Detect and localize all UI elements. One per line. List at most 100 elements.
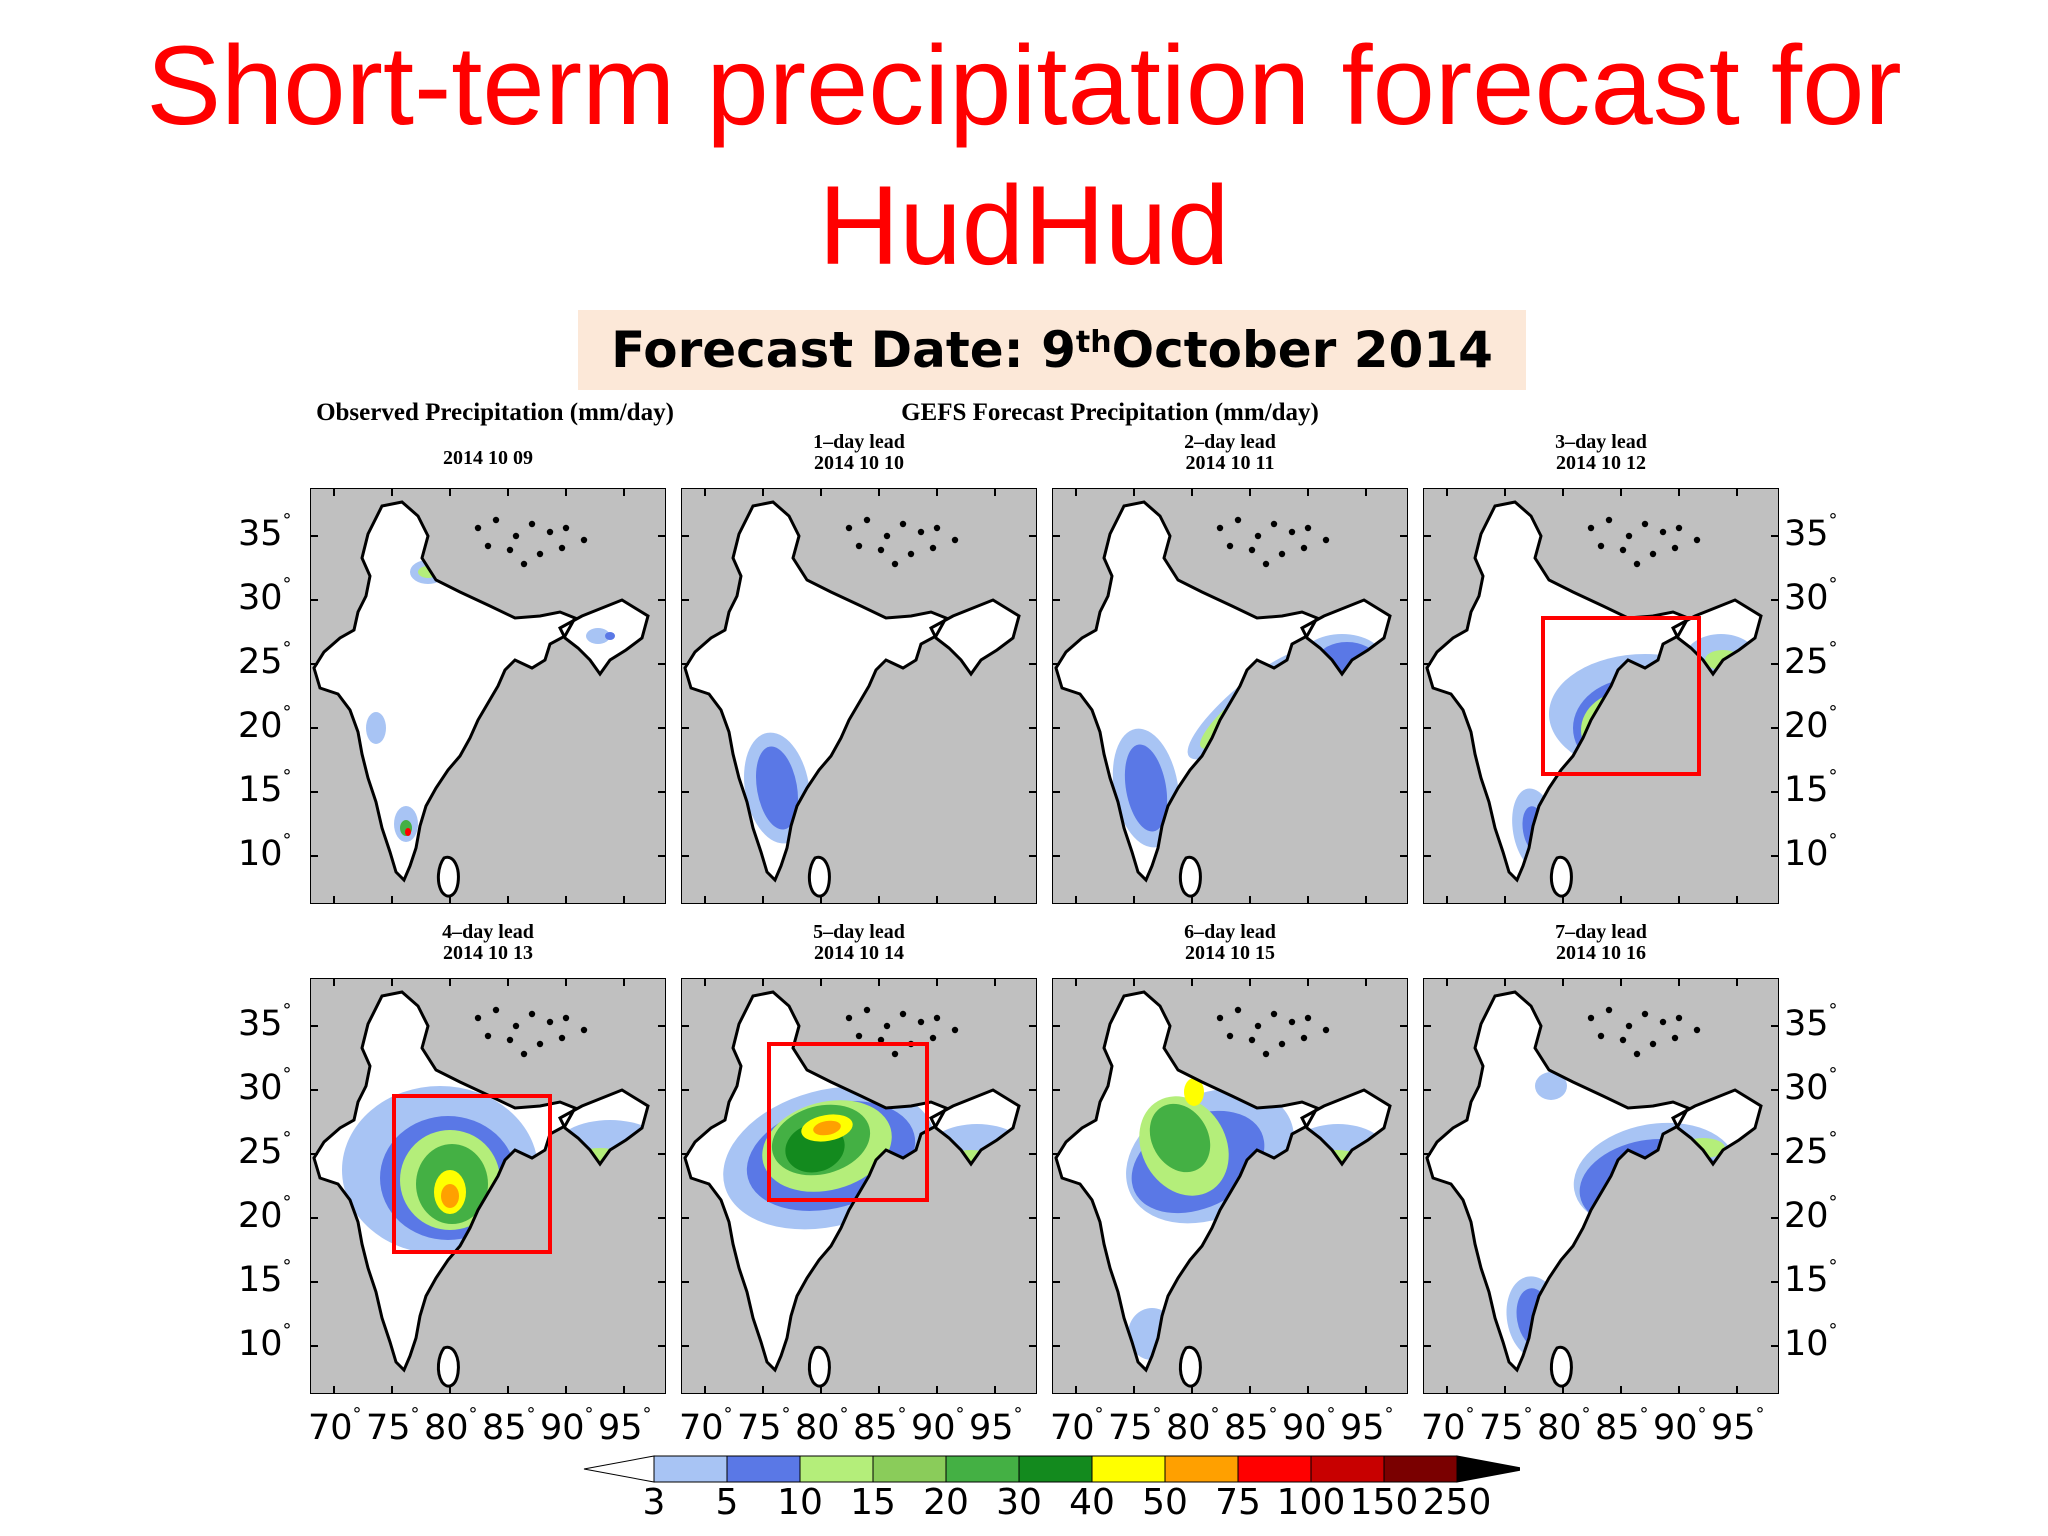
lake-marker: [1605, 516, 1613, 524]
panel-lead-label: 7–day lead: [1555, 921, 1647, 943]
precipitation-map-panel: [310, 978, 666, 1394]
lake-marker: [929, 544, 937, 552]
forecast-date-ordinal: th: [1075, 324, 1112, 360]
land-area: [809, 857, 830, 897]
lake-marker: [580, 536, 588, 544]
lake-marker: [484, 542, 492, 550]
lake-marker: [1278, 550, 1286, 558]
lake-marker: [1587, 524, 1595, 532]
forecast-date-suffix: October 2014: [1111, 321, 1493, 379]
latitude-tick-left: 10°: [238, 1320, 292, 1364]
lake-marker: [512, 1022, 520, 1030]
lake-marker: [1254, 532, 1262, 540]
lake-marker: [863, 1006, 871, 1014]
lake-marker: [528, 520, 536, 528]
longitude-tick: 80°: [424, 1404, 478, 1448]
panel-date-label: 2014 10 13: [443, 942, 533, 964]
lake-marker: [492, 1006, 500, 1014]
panel-lead-label: 1–day lead: [813, 431, 905, 453]
lake-marker: [1659, 528, 1667, 536]
lake-marker: [891, 560, 899, 568]
lake-marker: [1300, 544, 1308, 552]
lake-marker: [474, 1014, 482, 1022]
longitude-tick: 85°: [853, 1404, 907, 1448]
lake-marker: [877, 1036, 885, 1044]
latitude-tick-right: 35°: [1784, 510, 1838, 554]
lake-marker: [1270, 520, 1278, 528]
longitude-tick: 95°: [598, 1404, 652, 1448]
lake-marker: [845, 524, 853, 532]
colorbar-tick-label: 10: [777, 1482, 823, 1523]
coastline: [1178, 1345, 1202, 1388]
panel-date-label: 2014 10 12: [1556, 452, 1646, 474]
latitude-tick-right: 25°: [1784, 1128, 1838, 1172]
lake-marker: [883, 1022, 891, 1030]
lake-marker: [1619, 1036, 1627, 1044]
colorbar-tick-label: 40: [1069, 1482, 1115, 1523]
precipitation-area: [441, 1184, 459, 1208]
lake-marker: [1300, 1034, 1308, 1042]
land-area: [438, 857, 459, 897]
coastline: [683, 990, 949, 1373]
latitude-tick-left: 15°: [238, 1256, 292, 1300]
lake-marker: [546, 528, 554, 536]
longitude-tick: 80°: [795, 1404, 849, 1448]
colorbar-segment: [945, 1455, 1020, 1483]
longitude-tick: 80°: [1166, 1404, 1220, 1448]
lake-marker: [1322, 1026, 1330, 1034]
longitude-tick: 85°: [482, 1404, 536, 1448]
colorbar-tick-label: 150: [1349, 1482, 1419, 1523]
cyclone-highlight-box: [1541, 616, 1701, 776]
forecast-header: GEFS Forecast Precipitation (mm/day): [901, 399, 1319, 426]
panel-date-label: 2014 10 11: [1185, 452, 1275, 474]
colorbar-tick-label: 250: [1422, 1482, 1492, 1523]
cyclone-highlight-box: [767, 1042, 929, 1202]
lake-marker: [1270, 1010, 1278, 1018]
longitude-tick: 90°: [911, 1404, 965, 1448]
precipitation-map-panel: [1052, 488, 1408, 904]
lake-marker: [1262, 1050, 1270, 1058]
land-area: [809, 1347, 830, 1387]
latitude-tick-left: 15°: [238, 766, 292, 810]
colorbar-tick-label: 30: [996, 1482, 1042, 1523]
precipitation-area: [1149, 1103, 1211, 1173]
colorbar-segment: [1164, 1455, 1239, 1483]
lake-marker: [883, 532, 891, 540]
lake-marker: [1625, 1022, 1633, 1030]
colorbar-segment: [1237, 1455, 1312, 1483]
latitude-tick-right: 10°: [1784, 830, 1838, 874]
lake-marker: [562, 524, 570, 532]
coastline: [807, 1345, 831, 1388]
land-area: [438, 1347, 459, 1387]
lake-marker: [1226, 1032, 1234, 1040]
lake-marker: [933, 524, 941, 532]
land-area: [1551, 1347, 1572, 1387]
colorbar-segment: [1383, 1455, 1458, 1483]
land-area: [1180, 1347, 1201, 1387]
latitude-tick-left: 20°: [238, 702, 292, 746]
colorbar-tick-label: 100: [1276, 1482, 1346, 1523]
panel-lead-label: 5–day lead: [813, 921, 905, 943]
colorbar-tick-label: 5: [715, 1482, 739, 1523]
page-title-line1: Short-term precipitation forecast for: [146, 23, 1902, 148]
lake-marker: [1597, 542, 1605, 550]
lake-marker: [506, 1036, 514, 1044]
lake-marker: [1625, 532, 1633, 540]
coastline: [929, 1088, 1021, 1167]
precipitation-area: [366, 712, 386, 744]
lake-marker: [855, 1032, 863, 1040]
lake-marker: [484, 1032, 492, 1040]
lake-marker: [546, 1018, 554, 1026]
page-title-line2: HudHud: [818, 163, 1230, 288]
panel-date-label: 2014 10 16: [1556, 942, 1646, 964]
longitude-tick: 75°: [1479, 1404, 1533, 1448]
latitude-tick-left: 30°: [238, 574, 292, 618]
lake-marker: [1304, 1014, 1312, 1022]
latitude-tick-right: 10°: [1784, 1320, 1838, 1364]
lake-marker: [536, 550, 544, 558]
lake-marker: [917, 1018, 925, 1026]
colorbar-arrow-low: [583, 1455, 655, 1483]
latitude-tick-left: 35°: [238, 1000, 292, 1044]
panel-lead-label: 2–day lead: [1184, 431, 1276, 453]
latitude-tick-right: 30°: [1784, 1064, 1838, 1108]
